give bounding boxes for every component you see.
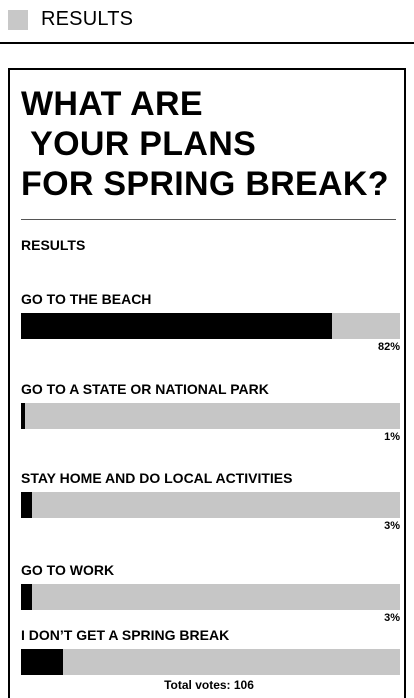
option-label: I DON’T GET A SPRING BREAK — [21, 625, 400, 645]
result-percent: 3% — [384, 520, 400, 532]
poll-option-stay-home: STAY HOME AND DO LOCAL ACTIVITIES 3% — [21, 468, 400, 488]
result-bar-fill — [21, 584, 32, 610]
poll-results-card: WHAT ARE YOUR PLANS FOR SPRING BREAK? RE… — [8, 68, 406, 698]
result-bar-track — [21, 403, 400, 429]
result-bar-fill — [21, 649, 63, 675]
result-bar-track — [21, 313, 400, 339]
option-label: GO TO WORK — [21, 560, 400, 580]
total-votes: Total votes: 106 — [10, 678, 408, 692]
result-bar-fill — [21, 403, 25, 429]
result-percent: 3% — [384, 612, 400, 624]
result-bar-track — [21, 649, 400, 675]
poll-option-beach: GO TO THE BEACH 82% — [21, 289, 400, 309]
result-bar-fill — [21, 492, 32, 518]
poll-question-title: WHAT ARE YOUR PLANS FOR SPRING BREAK? — [21, 84, 389, 204]
poll-option-no-break: I DON’T GET A SPRING BREAK — [21, 625, 400, 645]
result-bar-fill — [21, 313, 332, 339]
option-label: GO TO A STATE OR NATIONAL PARK — [21, 379, 400, 399]
poll-option-park: GO TO A STATE OR NATIONAL PARK 1% — [21, 379, 400, 399]
header-square-icon — [8, 10, 28, 30]
result-bar-track — [21, 492, 400, 518]
option-label: STAY HOME AND DO LOCAL ACTIVITIES — [21, 468, 400, 488]
poll-option-work: GO TO WORK 3% — [21, 560, 400, 580]
results-subheading: RESULTS — [21, 237, 85, 253]
results-header: RESULTS — [0, 0, 414, 44]
title-divider — [21, 219, 396, 220]
result-percent: 82% — [378, 341, 400, 353]
header-label: RESULTS — [41, 8, 133, 31]
option-label: GO TO THE BEACH — [21, 289, 400, 309]
result-bar-track — [21, 584, 400, 610]
result-percent: 1% — [384, 431, 400, 443]
